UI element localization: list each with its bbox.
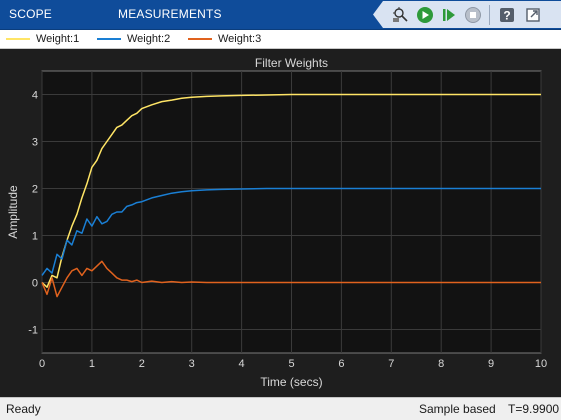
undock-icon[interactable]: [523, 5, 543, 25]
toolstrip: SCOPE MEASUREMENTS: [0, 0, 561, 30]
x-tick-label: 1: [89, 358, 95, 370]
tick-labels: 0 1 2 3 4 5 6 7 8 9 10 -1 0 1 2 3 4: [28, 90, 547, 371]
y-axis-label: Amplitude: [6, 185, 20, 239]
status-state: Ready: [6, 402, 41, 416]
y-tick-label: 0: [32, 278, 38, 290]
x-tick-label: 10: [535, 358, 547, 370]
x-tick-label: 2: [139, 358, 145, 370]
legend-swatch: [97, 38, 121, 40]
legend-item-weight-3[interactable]: Weight:3: [188, 30, 261, 48]
x-tick-label: 8: [438, 358, 444, 370]
legend: Weight:1 Weight:2 Weight:3: [0, 30, 561, 49]
quick-access-toolbar: ?: [373, 1, 561, 28]
series-layer: [41, 93, 541, 298]
toolbar-separator: [489, 5, 490, 25]
stop-icon[interactable]: [463, 5, 483, 25]
series-line-weight-2: [41, 187, 541, 276]
legend-label: Weight:1: [36, 33, 80, 45]
plot-area[interactable]: 0 1 2 3 4 5 6 7 8 9 10 -1 0 1 2 3 4 Filter Weights Time …: [0, 49, 561, 398]
legend-swatch: [6, 38, 30, 40]
x-tick-label: 0: [39, 358, 45, 370]
chart-title: Filter Weights: [255, 56, 328, 70]
tab-scope[interactable]: SCOPE: [9, 7, 53, 21]
series-line-weight-3: [41, 260, 541, 298]
x-tick-label: 3: [189, 358, 195, 370]
status-bar: Ready Sample based T=9.9900: [0, 397, 561, 420]
y-tick-label: -1: [28, 325, 38, 337]
legend-label: Weight:3: [218, 33, 262, 45]
filter-weights-chart: 0 1 2 3 4 5 6 7 8 9 10 -1 0 1 2 3 4 Filter Weights Time …: [6, 56, 547, 389]
x-tick-label: 9: [488, 358, 494, 370]
y-tick-label: 1: [32, 231, 38, 243]
help-icon[interactable]: ?: [497, 5, 517, 25]
x-tick-label: 6: [338, 358, 344, 370]
tab-measurements[interactable]: MEASUREMENTS: [118, 7, 222, 21]
x-tick-label: 7: [388, 358, 394, 370]
legend-swatch: [188, 38, 212, 40]
x-tick-label: 5: [288, 358, 294, 370]
svg-text:?: ?: [503, 9, 510, 23]
y-tick-label: 2: [32, 184, 38, 196]
y-tick-label: 4: [32, 90, 38, 102]
legend-item-weight-1[interactable]: Weight:1: [6, 30, 79, 48]
y-tick-label: 3: [32, 137, 38, 149]
legend-label: Weight:2: [127, 33, 171, 45]
status-mode: Sample based: [419, 402, 496, 416]
run-icon[interactable]: [415, 5, 435, 25]
step-forward-icon[interactable]: [439, 5, 459, 25]
x-tick-label: 4: [239, 358, 245, 370]
series-line-weight-1: [41, 93, 541, 288]
status-time: T=9.9900: [508, 402, 560, 416]
legend-item-weight-2[interactable]: Weight:2: [97, 30, 170, 48]
x-axis-label: Time (secs): [260, 375, 322, 389]
highlight-block-icon[interactable]: [391, 5, 411, 25]
